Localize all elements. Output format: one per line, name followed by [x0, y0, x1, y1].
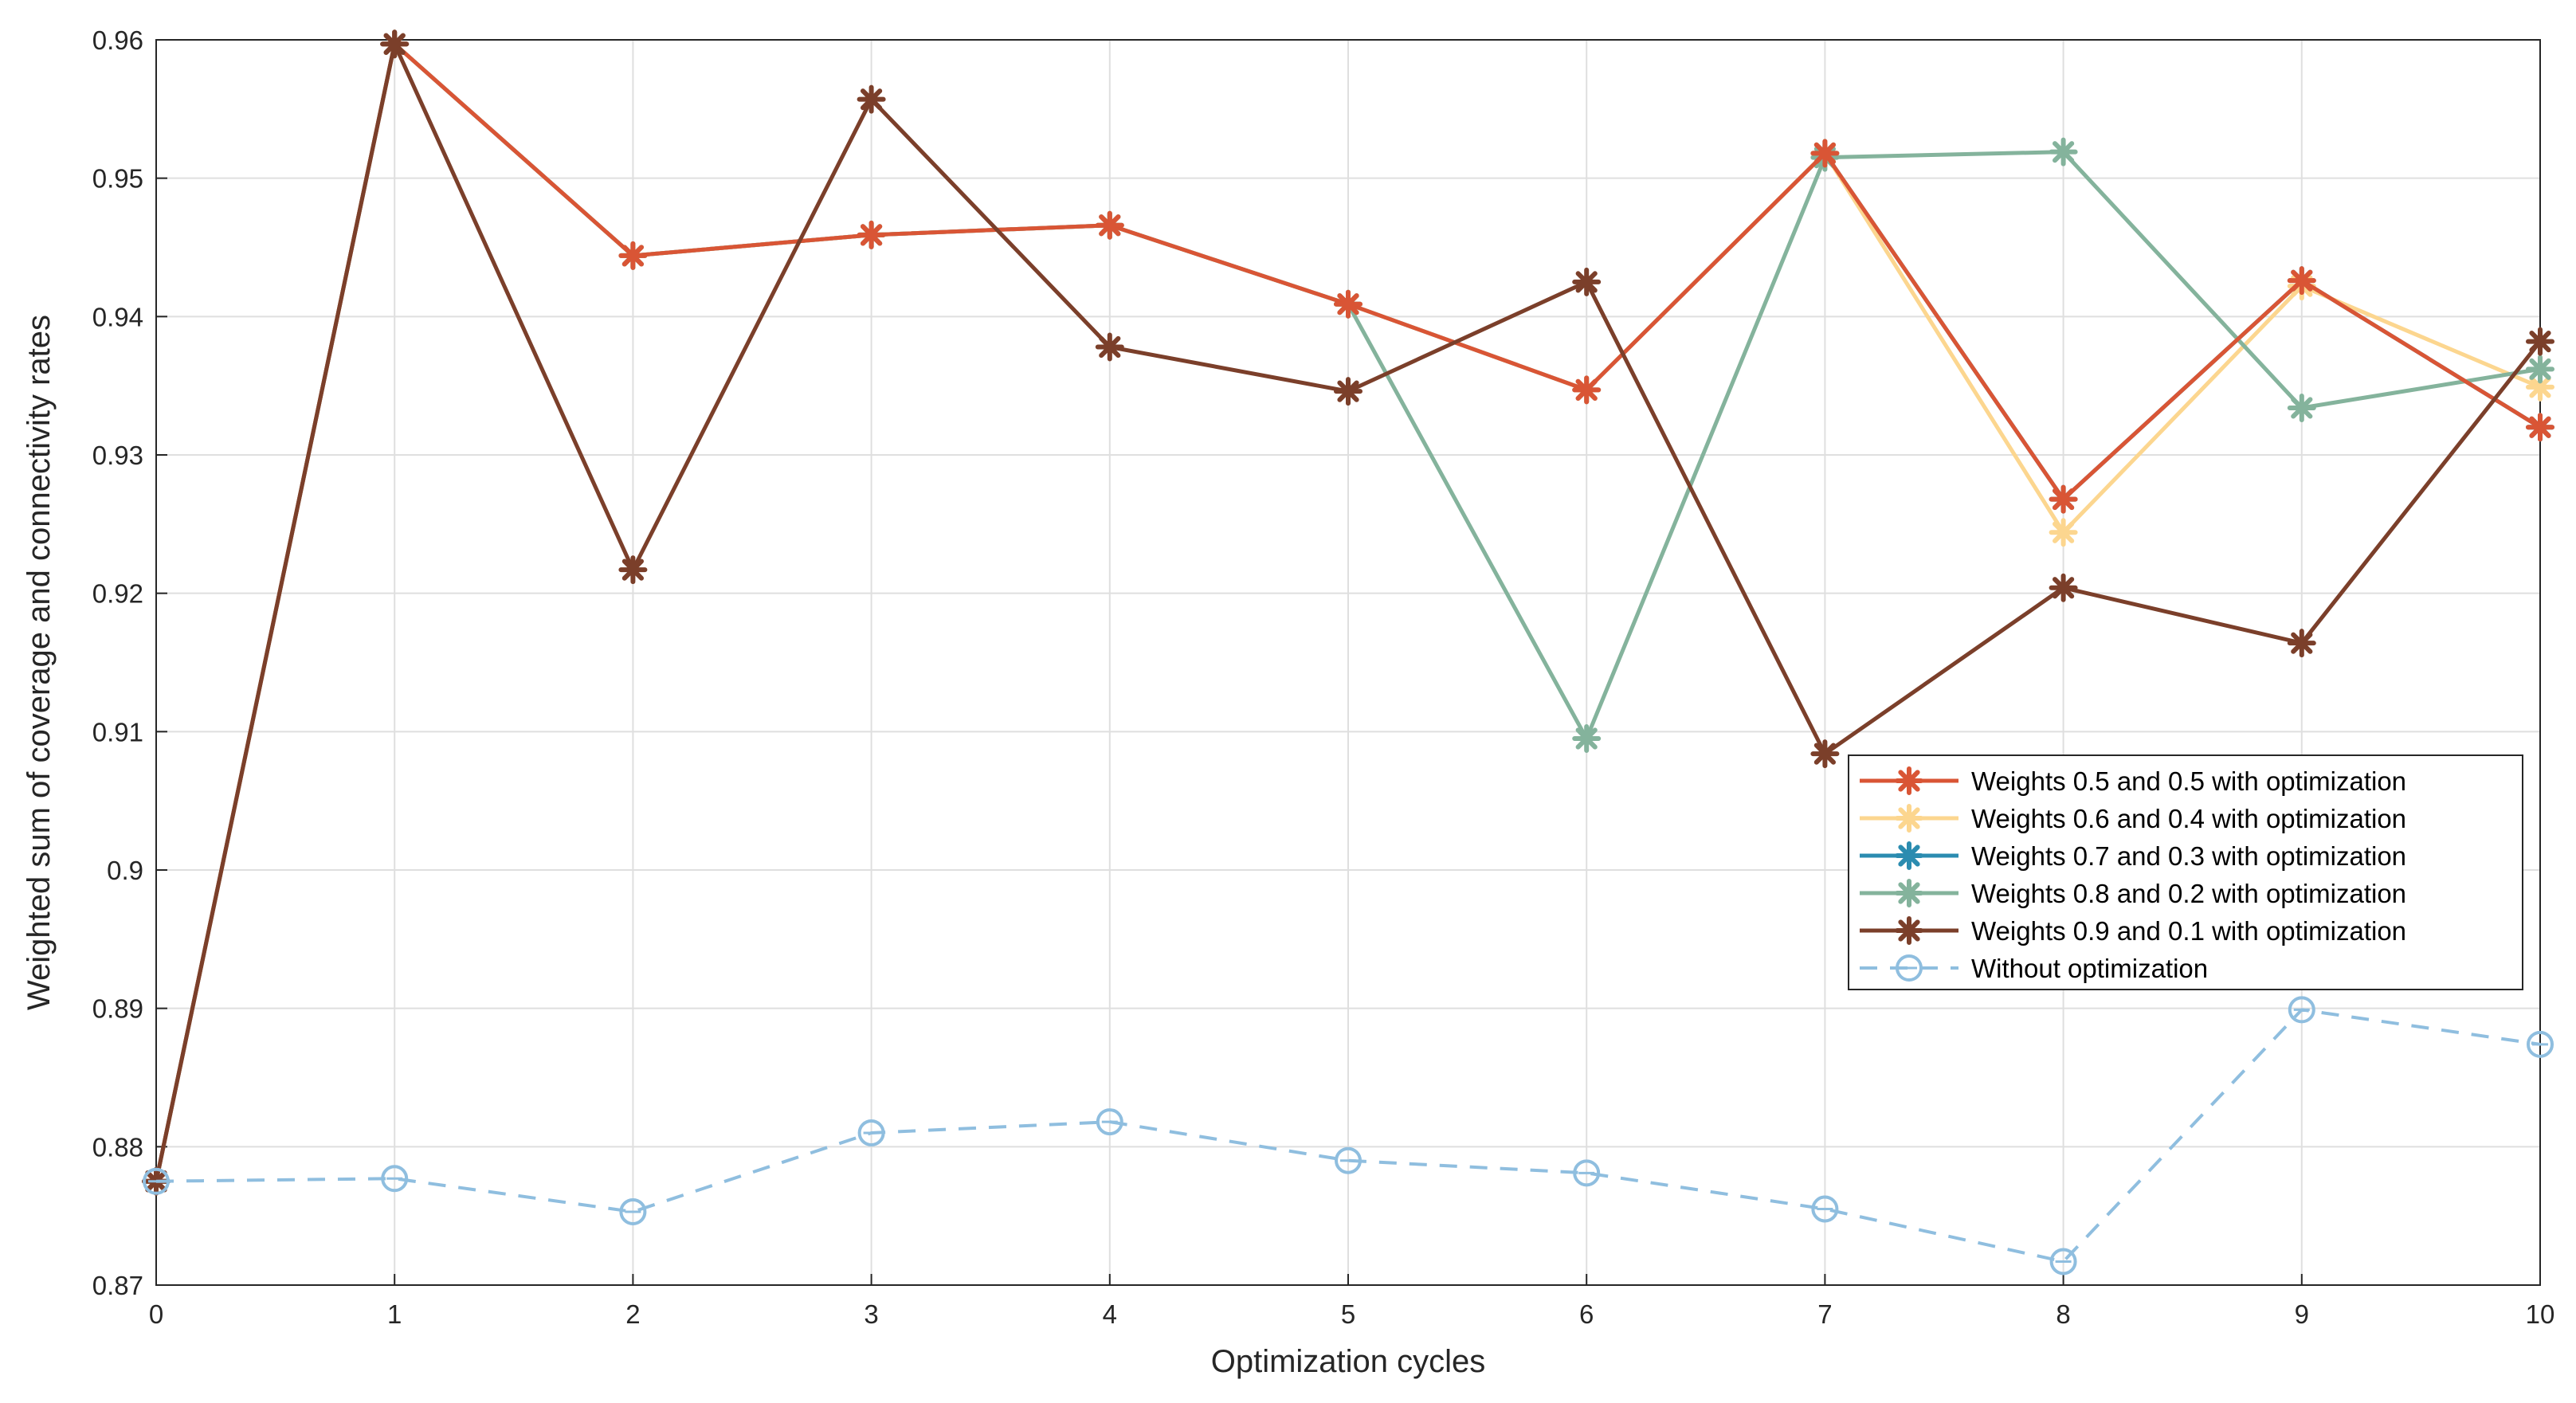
y-tick-label: 0.96	[92, 25, 143, 55]
legend-marker	[1896, 954, 1923, 982]
data-point	[1573, 1159, 1601, 1187]
legend-entry: Weights 0.7 and 0.3 with optimization	[1860, 841, 2406, 871]
grid	[156, 40, 2540, 1285]
data-point	[1095, 332, 1124, 362]
y-tick-label: 0.9	[107, 856, 143, 885]
data-point	[2049, 1248, 2077, 1276]
legend-marker	[1895, 879, 1923, 907]
legend-label: Weights 0.5 and 0.5 with optimization	[1971, 766, 2406, 796]
series-lines	[142, 29, 2554, 1276]
y-tick-label: 0.95	[92, 164, 143, 194]
y-tick-label: 0.87	[92, 1271, 143, 1300]
x-tick-label: 8	[2056, 1299, 2070, 1329]
data-point	[1811, 1195, 1839, 1223]
data-point	[2526, 372, 2554, 402]
data-point	[381, 1165, 409, 1193]
data-point	[2526, 413, 2554, 442]
legend-marker	[1895, 804, 1923, 833]
data-point	[1096, 1108, 1123, 1136]
legend-entry: Weights 0.8 and 0.2 with optimization	[1860, 879, 2406, 908]
plot-frame	[155, 39, 2541, 1286]
data-point	[2049, 137, 2078, 167]
y-tick-label: 0.94	[92, 302, 143, 331]
data-point	[618, 241, 648, 270]
axes: 0 1 2 3 4 5 6 7 8 9 10 0.87 0.88 0.89 0.9 0.91 0.92 0.93 0…	[92, 25, 2555, 1329]
y-tick-label: 0.91	[92, 717, 143, 747]
legend-label: Weights 0.9 and 0.1 with optimization	[1971, 916, 2406, 946]
series-4	[142, 29, 2554, 1196]
data-point	[2287, 629, 2316, 658]
x-tick-label: 4	[1103, 1299, 1117, 1329]
data-point	[1334, 289, 1362, 319]
legend-entry: Weights 0.9 and 0.1 with optimization	[1860, 916, 2406, 946]
legend-entry: Weights 0.6 and 0.4 with optimization	[1860, 804, 2406, 833]
legend-marker	[1895, 766, 1923, 795]
data-point	[2526, 355, 2554, 384]
data-point	[1810, 739, 1840, 769]
x-tick-label: 3	[864, 1299, 878, 1329]
x-tick-label: 7	[1817, 1299, 1832, 1329]
data-point	[1334, 377, 1362, 406]
legend-label: Without optimization	[1971, 954, 2208, 983]
data-point	[857, 220, 886, 249]
legend-entry: Without optimization	[1860, 954, 2208, 983]
x-tick-label: 0	[149, 1299, 163, 1329]
data-point	[2049, 518, 2078, 547]
y-tick-label: 0.92	[92, 579, 143, 609]
x-tick-label: 6	[1579, 1299, 1594, 1329]
data-point	[2287, 266, 2316, 296]
x-tick-label: 2	[625, 1299, 640, 1329]
data-point	[1335, 1146, 1362, 1174]
data-point	[143, 1167, 170, 1195]
data-point	[618, 555, 648, 585]
data-point	[619, 1197, 647, 1225]
data-point	[2049, 484, 2078, 514]
y-axis-title: Weighted sum of coverage and connectivit…	[22, 315, 57, 1010]
x-axis-title: Optimization cycles	[1211, 1344, 1486, 1379]
data-point	[2049, 573, 2078, 602]
legend-marker	[1895, 841, 1923, 870]
data-point	[1572, 724, 1602, 754]
x-tick-label: 5	[1341, 1299, 1355, 1329]
x-tick-label: 10	[2526, 1299, 2555, 1329]
data-point	[2288, 996, 2315, 1024]
data-point	[2287, 393, 2316, 422]
data-point	[380, 29, 410, 59]
legend-label: Weights 0.7 and 0.3 with optimization	[1971, 841, 2406, 871]
y-tick-label: 0.88	[92, 1132, 143, 1162]
data-point	[1572, 375, 1602, 405]
y-tick-label: 0.93	[92, 441, 143, 470]
x-tick-label: 9	[2295, 1299, 2309, 1329]
data-point	[857, 1119, 885, 1146]
legend: Weights 0.5 and 0.5 with optimization Wei…	[1848, 754, 2523, 990]
data-point	[2526, 327, 2554, 356]
legend-entry: Weights 0.5 and 0.5 with optimization	[1860, 766, 2406, 796]
legend-marker	[1895, 916, 1923, 945]
y-tick-label: 0.89	[92, 994, 143, 1024]
data-point	[1810, 139, 1840, 168]
series-5	[143, 996, 2554, 1276]
legend-label: Weights 0.8 and 0.2 with optimization	[1971, 879, 2406, 908]
data-point	[857, 84, 886, 114]
series-line	[155, 1008, 2541, 1264]
legend-label: Weights 0.6 and 0.4 with optimization	[1971, 804, 2406, 833]
data-point	[1095, 210, 1124, 240]
data-point	[2527, 1030, 2554, 1058]
legend-box	[1848, 754, 2523, 990]
data-point	[1572, 267, 1602, 296]
x-tick-label: 1	[387, 1299, 402, 1329]
